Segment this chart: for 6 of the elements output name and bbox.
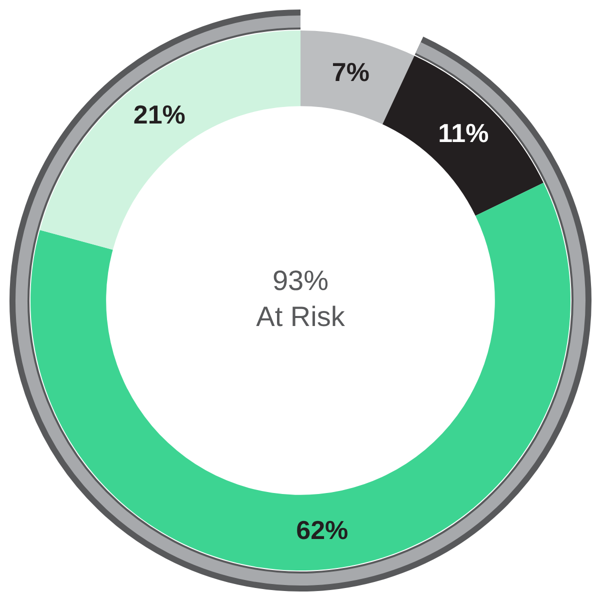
text: 93% xyxy=(272,265,329,296)
text: At Risk xyxy=(256,301,346,332)
data-label: 21% xyxy=(133,99,186,130)
data-label: 11% xyxy=(438,118,489,148)
data-label: 62% xyxy=(296,514,348,545)
data-label: 7% xyxy=(332,56,370,87)
